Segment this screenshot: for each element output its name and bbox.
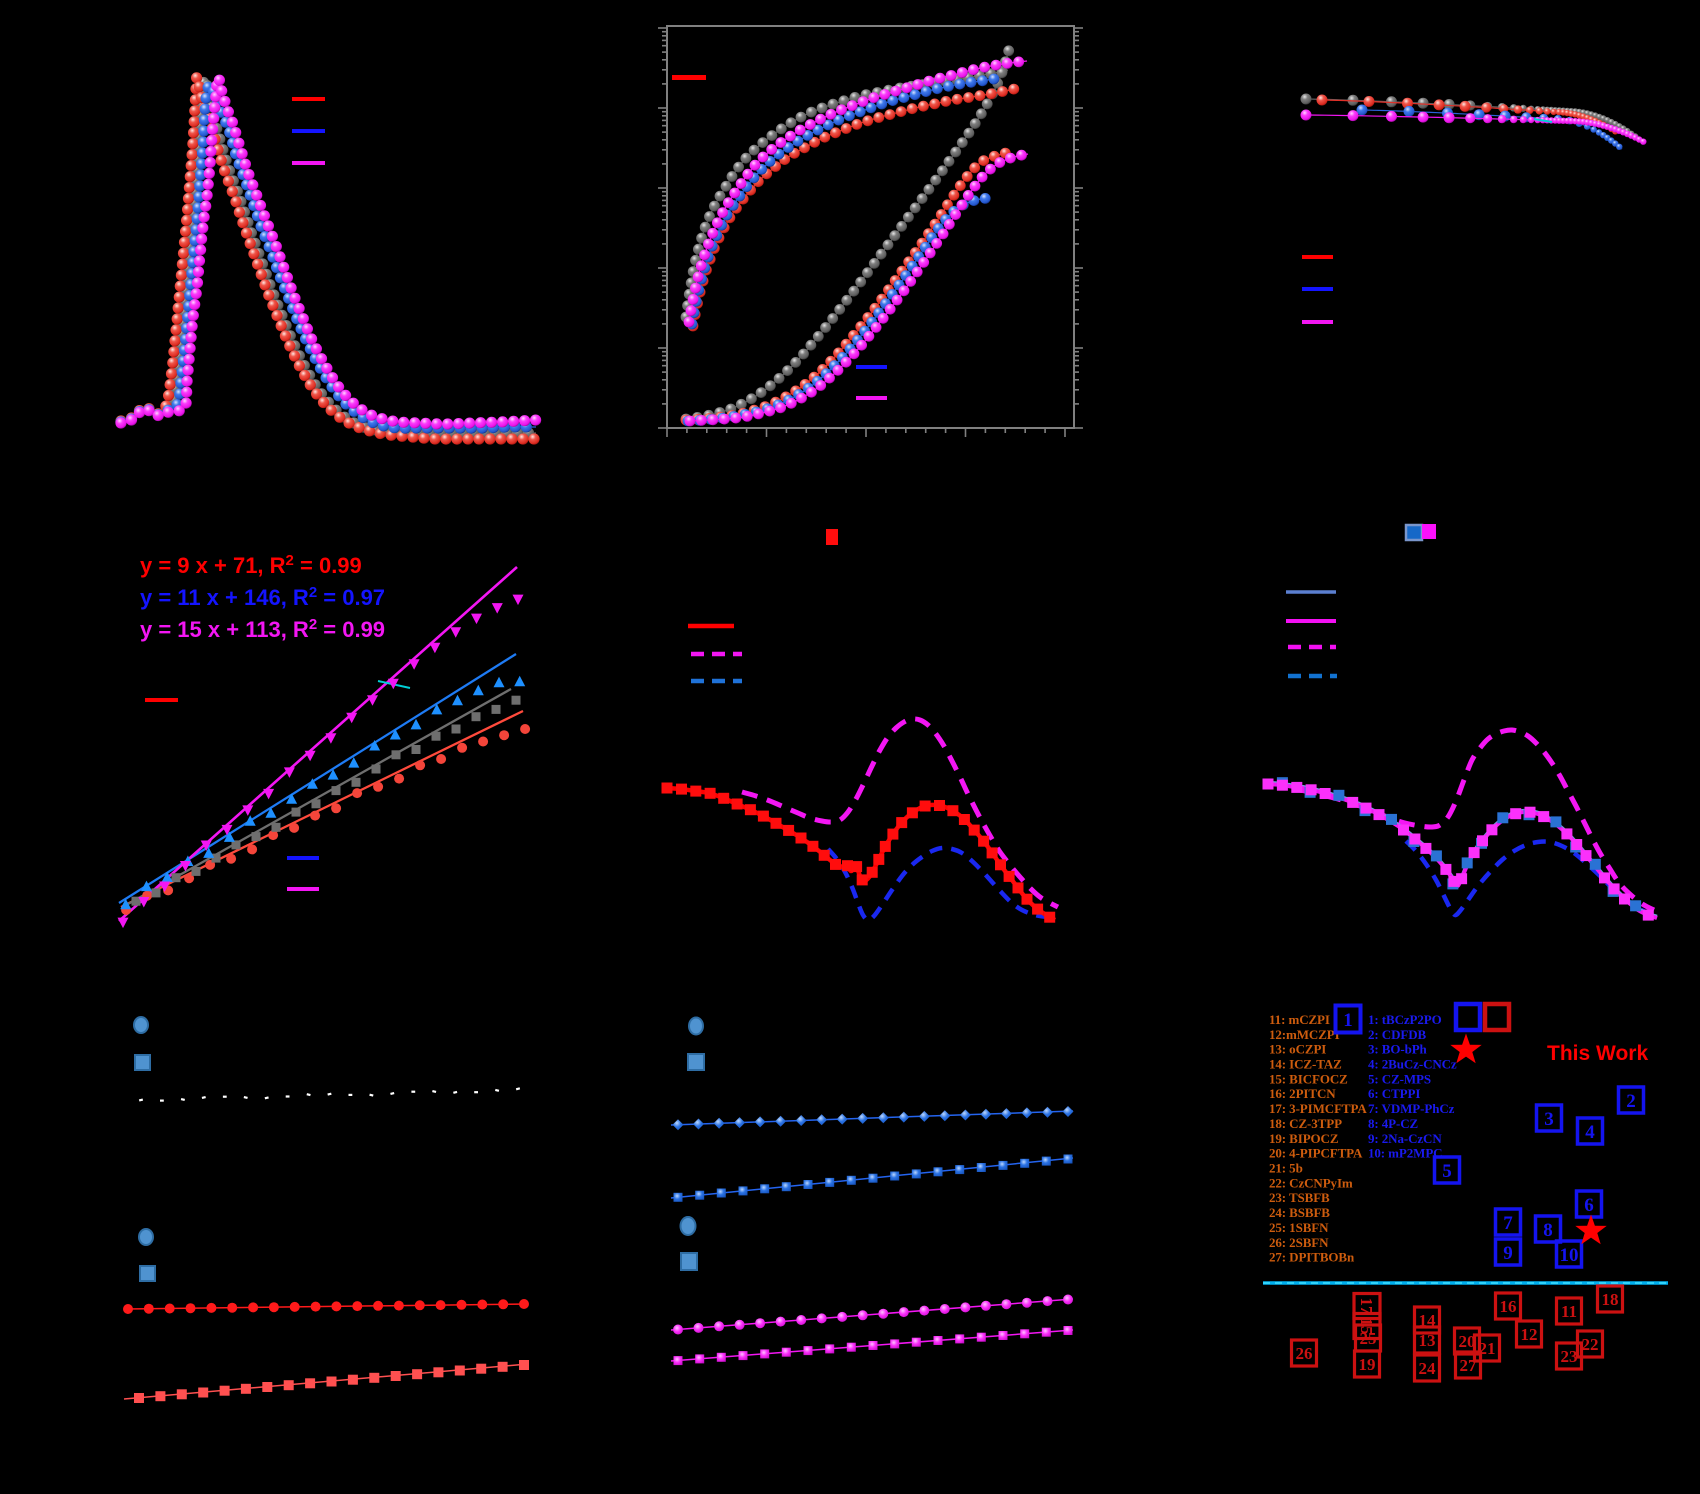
svg-text:y = 11 x + 146, R2 = 0.97: y = 11 x + 146, R2 = 0.97 — [140, 584, 385, 611]
svg-text:3: 3 — [1544, 1109, 1554, 1130]
svg-text:19: 19 — [1359, 1355, 1376, 1374]
svg-text:y = 15 x + 113, R2 = 0.99: y = 15 x + 113, R2 = 0.99 — [140, 616, 385, 643]
svg-text:21: 21 — [1479, 1339, 1496, 1358]
svg-text:24: BSBFB: 24: BSBFB — [1269, 1205, 1330, 1220]
svg-text:19: BIPOCZ: 19: BIPOCZ — [1269, 1131, 1339, 1146]
svg-text:9: 9 — [1503, 1243, 1513, 1264]
svg-text:13: oCZPI: 13: oCZPI — [1269, 1042, 1326, 1057]
svg-text:23: 23 — [1561, 1347, 1578, 1366]
svg-text:6: CTPPI: 6: CTPPI — [1368, 1086, 1420, 1101]
svg-text:27: DPITBOBn: 27: DPITBOBn — [1269, 1250, 1355, 1265]
svg-text:25: 1SBFN: 25: 1SBFN — [1269, 1220, 1329, 1235]
svg-text:26: 26 — [1296, 1344, 1313, 1363]
svg-text:17: 3-PIMCFTPA: 17: 3-PIMCFTPA — [1269, 1101, 1367, 1116]
svg-text:24: 24 — [1419, 1359, 1437, 1378]
svg-text:5: 5 — [1442, 1161, 1452, 1182]
svg-text:17: 17 — [1357, 1298, 1376, 1316]
svg-text:18: 18 — [1602, 1290, 1619, 1309]
svg-text:1: 1 — [1343, 1010, 1353, 1031]
svg-text:6: 6 — [1584, 1195, 1594, 1216]
svg-text:20: 20 — [1459, 1332, 1476, 1351]
svg-text:8: 8 — [1543, 1220, 1553, 1241]
svg-text:11: mCZPI: 11: mCZPI — [1269, 1012, 1330, 1027]
svg-text:12:mMCZPI: 12:mMCZPI — [1269, 1027, 1340, 1042]
svg-text:1: tBCzP2PO: 1: tBCzP2PO — [1368, 1012, 1442, 1027]
svg-text:7: 7 — [1503, 1213, 1513, 1234]
svg-text:8: 4P-CZ: 8: 4P-CZ — [1368, 1116, 1419, 1131]
svg-text:15: BICFOCZ: 15: BICFOCZ — [1269, 1071, 1348, 1086]
svg-text:27: 27 — [1460, 1356, 1478, 1375]
svg-text:2: 2 — [1626, 1091, 1636, 1112]
svg-text:This Work: This Work — [1547, 1042, 1648, 1065]
svg-text:23: TSBFB: 23: TSBFB — [1269, 1190, 1330, 1205]
svg-text:25: 25 — [1360, 1329, 1377, 1348]
svg-text:22: 22 — [1582, 1335, 1599, 1354]
svg-text:2: CDFDB: 2: CDFDB — [1368, 1027, 1426, 1042]
svg-text:y = 9 x + 71, R2 = 0.99: y = 9 x + 71, R2 = 0.99 — [140, 552, 362, 579]
svg-text:3: BO-bPh: 3: BO-bPh — [1368, 1042, 1428, 1057]
svg-text:21: 5b: 21: 5b — [1269, 1161, 1303, 1176]
svg-text:26: 2SBFN: 26: 2SBFN — [1269, 1235, 1329, 1250]
svg-text:9: 2Na-CzCN: 9: 2Na-CzCN — [1368, 1131, 1442, 1146]
svg-text:14: 14 — [1419, 1311, 1437, 1330]
svg-text:4: 4 — [1585, 1122, 1595, 1143]
svg-text:22: CzCNPyIm: 22: CzCNPyIm — [1269, 1175, 1353, 1190]
svg-text:13: 13 — [1419, 1331, 1436, 1350]
svg-text:18: CZ-3TPP: 18: CZ-3TPP — [1269, 1116, 1342, 1131]
svg-text:20: 4-PIPCFTPA: 20: 4-PIPCFTPA — [1269, 1146, 1363, 1161]
svg-text:12: 12 — [1521, 1325, 1538, 1344]
svg-text:10: 10 — [1560, 1245, 1579, 1266]
svg-text:11: 11 — [1561, 1302, 1577, 1321]
svg-text:16: 16 — [1500, 1297, 1517, 1316]
svg-text:10: mP2MPC: 10: mP2MPC — [1368, 1146, 1442, 1161]
svg-text:14: ICZ-TAZ: 14: ICZ-TAZ — [1269, 1057, 1342, 1072]
svg-text:4: 2BuCz-CNCz: 4: 2BuCz-CNCz — [1368, 1057, 1457, 1072]
svg-text:7: VDMP-PhCz: 7: VDMP-PhCz — [1368, 1101, 1455, 1116]
svg-text:5: CZ-MPS: 5: CZ-MPS — [1368, 1071, 1431, 1086]
svg-text:16: 2PITCN: 16: 2PITCN — [1269, 1086, 1336, 1101]
